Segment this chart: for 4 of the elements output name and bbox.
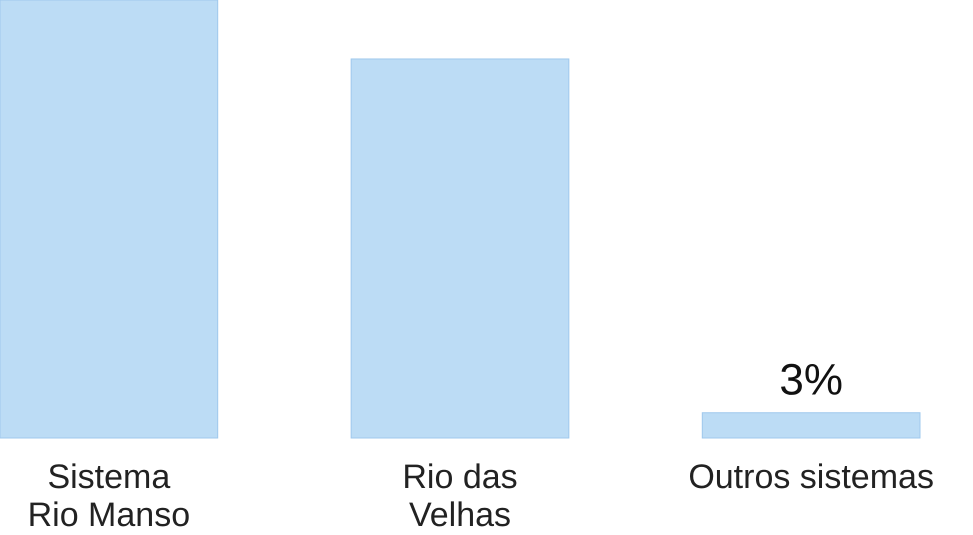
x-tick-label: Sistema Rio Manso: [28, 458, 190, 534]
data-label: 3%: [779, 356, 843, 405]
x-tick-label: Rio das Velhas: [402, 458, 518, 534]
x-tick-label: Outros sistemas: [688, 458, 934, 496]
